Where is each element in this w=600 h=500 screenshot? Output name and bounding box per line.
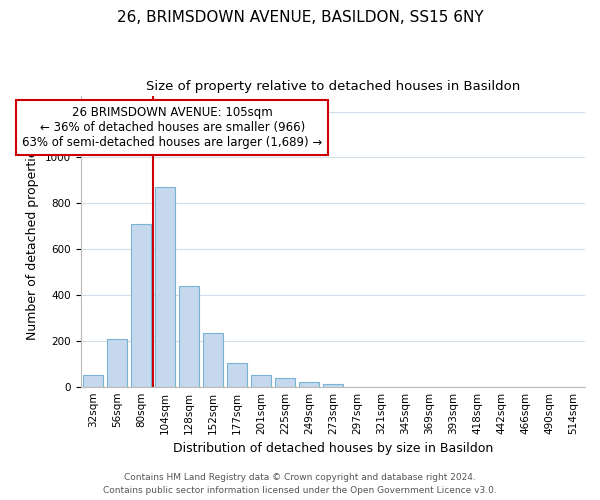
- Text: Contains HM Land Registry data © Crown copyright and database right 2024.
Contai: Contains HM Land Registry data © Crown c…: [103, 474, 497, 495]
- Text: 26, BRIMSDOWN AVENUE, BASILDON, SS15 6NY: 26, BRIMSDOWN AVENUE, BASILDON, SS15 6NY: [116, 10, 484, 25]
- X-axis label: Distribution of detached houses by size in Basildon: Distribution of detached houses by size …: [173, 442, 493, 455]
- Title: Size of property relative to detached houses in Basildon: Size of property relative to detached ho…: [146, 80, 520, 93]
- Y-axis label: Number of detached properties: Number of detached properties: [26, 142, 40, 340]
- Bar: [179, 286, 199, 386]
- Bar: [203, 333, 223, 386]
- Bar: [227, 362, 247, 386]
- Bar: [251, 375, 271, 386]
- Bar: [275, 378, 295, 386]
- Bar: [107, 338, 127, 386]
- Bar: [131, 224, 151, 386]
- Text: 26 BRIMSDOWN AVENUE: 105sqm
← 36% of detached houses are smaller (966)
63% of se: 26 BRIMSDOWN AVENUE: 105sqm ← 36% of det…: [22, 106, 322, 149]
- Bar: [83, 375, 103, 386]
- Bar: [323, 384, 343, 386]
- Bar: [299, 382, 319, 386]
- Bar: [155, 187, 175, 386]
